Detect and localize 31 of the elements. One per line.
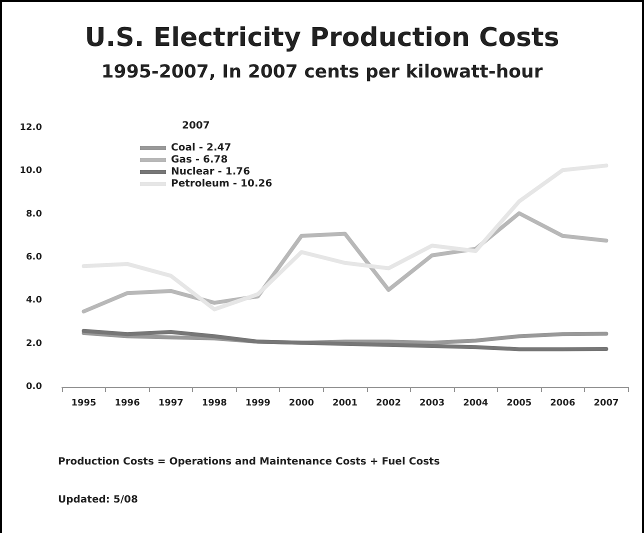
x-tick-label: 2006: [550, 398, 576, 408]
x-tick-label: 2003: [420, 398, 445, 408]
y-tick-label: 10.0: [20, 166, 42, 176]
y-tick-label: 2.0: [26, 338, 42, 349]
x-tick-label: 1999: [245, 398, 270, 408]
y-tick-label: 8.0: [26, 209, 42, 220]
x-tick-label: 1998: [202, 398, 227, 408]
y-tick-label: 0.0: [26, 382, 42, 392]
y-tick-label: 4.0: [26, 296, 42, 306]
legend-label: Petroleum - 10.26: [171, 178, 272, 190]
line-series: [82, 164, 608, 312]
chart-title: U.S. Electricity Production Costs: [84, 23, 560, 53]
x-tick-label: 2002: [376, 398, 402, 408]
chart-subtitle: 1995-2007, In 2007 cents per kilowatt-hour: [101, 62, 543, 82]
y-tick-label: 12.0: [20, 123, 42, 133]
legend-label: Nuclear - 1.76: [171, 166, 250, 178]
legend-label: Gas - 6.78: [171, 154, 228, 166]
x-tick-label: 1995: [71, 398, 96, 408]
x-tick-label: 2004: [463, 398, 488, 408]
x-tick-label: 2000: [288, 398, 314, 408]
legend-title: 2007: [182, 120, 210, 132]
x-tick-label: 1996: [114, 398, 140, 408]
y-tick-label: 6.0: [26, 252, 42, 262]
x-tick-label: 2005: [506, 398, 532, 408]
text: Production Costs = Operations and Maintenance Costs + Fuel Costs: [58, 456, 440, 468]
x-tick-label: 2007: [594, 398, 619, 408]
line-series: [82, 328, 608, 352]
x-tick-label: 2001: [332, 398, 358, 408]
legend-label: Coal - 2.47: [171, 142, 232, 154]
text: Updated: 5/08: [58, 494, 138, 506]
x-tick-label: 1997: [158, 398, 184, 408]
